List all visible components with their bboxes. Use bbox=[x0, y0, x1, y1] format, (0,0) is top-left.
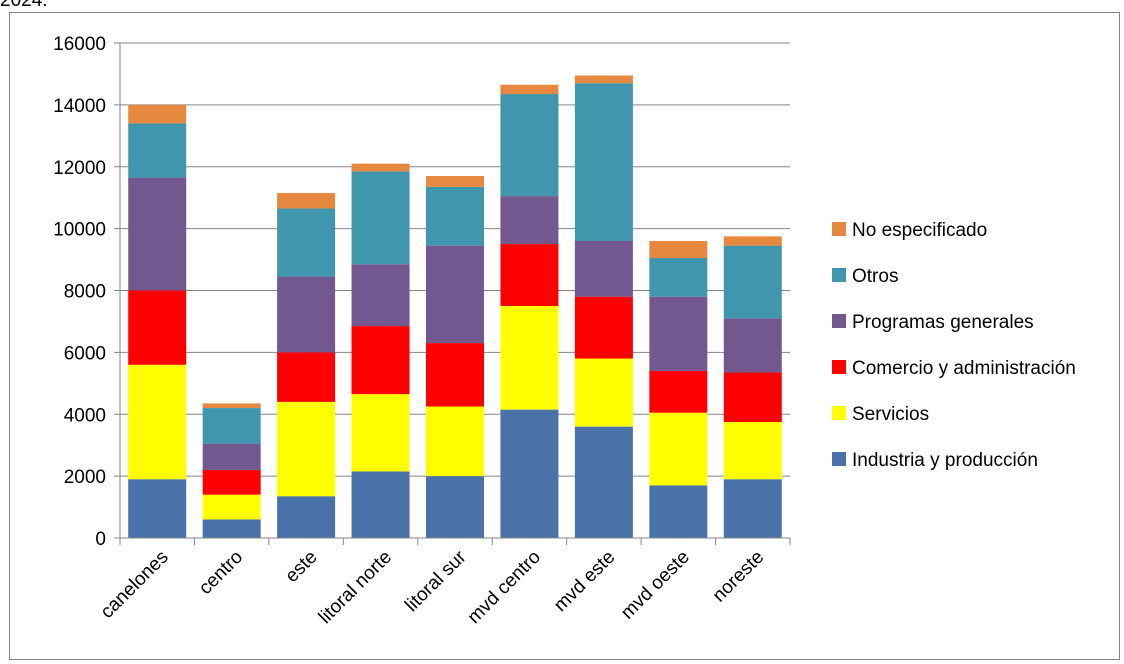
bar-mvd-oeste-comercio-y-administracion bbox=[649, 370, 708, 413]
legend-swatch bbox=[832, 268, 846, 282]
y-tick-label: 16000 bbox=[53, 34, 106, 55]
bar-centro-comercio-y-administracion bbox=[202, 469, 261, 495]
bar-litoral-sur-servicios bbox=[426, 406, 484, 477]
legend-item-otros: Otros bbox=[832, 266, 898, 287]
bar-mvd-este-industria-y-produccion bbox=[574, 426, 633, 538]
bar-mvd-este-no-especificado bbox=[574, 75, 633, 84]
bar-litoral-norte-programas-generales bbox=[351, 264, 410, 327]
bar-mvd-centro-comercio-y-administracion bbox=[500, 244, 559, 306]
y-tick-label: 12000 bbox=[53, 158, 106, 179]
y-tick-label: 0 bbox=[95, 529, 106, 550]
legend-swatch bbox=[832, 406, 846, 420]
x-tick-label: litoral sur bbox=[401, 546, 471, 616]
bar-litoral-sur-no-especificado bbox=[426, 176, 484, 187]
bar-centro-industria-y-produccion bbox=[202, 519, 261, 538]
bar-mvd-este-servicios bbox=[574, 358, 633, 427]
bar-centro-programas-generales bbox=[202, 443, 261, 470]
bar-canelones-industria-y-produccion bbox=[128, 479, 187, 538]
axes bbox=[114, 42, 791, 545]
bar-noreste-comercio-y-administracion bbox=[723, 372, 782, 422]
bar-mvd-oeste-servicios bbox=[649, 412, 708, 486]
bar-canelones-comercio-y-administracion bbox=[128, 290, 187, 365]
x-tick-label: centro bbox=[195, 547, 247, 599]
bar-litoral-norte-comercio-y-administracion bbox=[351, 326, 410, 395]
bar-mvd-centro-no-especificado bbox=[500, 84, 559, 95]
figure-caption: 2024. bbox=[0, 0, 48, 11]
legend-swatch bbox=[832, 452, 846, 466]
legend-label: Servicios bbox=[852, 404, 929, 425]
y-tick-label: 10000 bbox=[53, 220, 106, 241]
bar-canelones-servicios bbox=[128, 364, 187, 480]
bar-centro-servicios bbox=[202, 494, 261, 520]
bar-noreste-otros bbox=[723, 245, 782, 319]
y-tick-labels: 0 2000 4000 6000 8000 10000 12000 14000 16000 bbox=[53, 34, 106, 550]
x-tick-label: canelones bbox=[97, 547, 173, 623]
bar-este-servicios bbox=[277, 401, 336, 497]
legend-swatch bbox=[832, 222, 846, 236]
legend-label: Comercio y administración bbox=[852, 358, 1076, 379]
bar-litoral-sur-otros bbox=[426, 186, 484, 246]
bar-mvd-centro-otros bbox=[500, 94, 559, 197]
bar-este-industria-y-produccion bbox=[277, 496, 336, 538]
legend-label: Otros bbox=[852, 266, 898, 287]
bar-centro-no-especificado bbox=[202, 403, 261, 409]
bar-mvd-oeste-otros bbox=[649, 258, 708, 297]
y-tick-label: 4000 bbox=[64, 405, 106, 426]
bar-noreste-programas-generales bbox=[723, 318, 782, 373]
bar-mvd-centro-industria-y-produccion bbox=[500, 409, 559, 538]
bar-mvd-centro-servicios bbox=[500, 305, 559, 410]
bar-este-programas-generales bbox=[277, 276, 336, 353]
bar-noreste-no-especificado bbox=[723, 236, 782, 246]
bar-mvd-este-otros bbox=[574, 83, 633, 241]
bar-litoral-norte-industria-y-produccion bbox=[351, 471, 410, 538]
bar-este-comercio-y-administracion bbox=[277, 352, 336, 402]
y-tick-label: 14000 bbox=[53, 96, 106, 117]
bar-noreste-industria-y-produccion bbox=[723, 479, 782, 538]
bar-mvd-oeste-programas-generales bbox=[649, 296, 708, 371]
legend-label: Industria y producción bbox=[852, 450, 1038, 471]
legend-label: Programas generales bbox=[852, 312, 1034, 333]
x-tick-label: mvd este bbox=[550, 547, 619, 616]
legend: No especificado Otros Programas generales C… bbox=[832, 220, 1076, 471]
legend-item-comercio-y-administracion: Comercio y administración bbox=[832, 358, 1076, 379]
legend-swatch bbox=[832, 314, 846, 328]
bar-mvd-este-programas-generales bbox=[574, 241, 633, 297]
legend-item-servicios: Servicios bbox=[832, 404, 929, 425]
bar-canelones-otros bbox=[128, 123, 187, 178]
bar-noreste-servicios bbox=[723, 421, 782, 480]
x-tick-label: mvd centro bbox=[464, 547, 545, 628]
legend-item-programas-generales: Programas generales bbox=[832, 312, 1034, 333]
bar-canelones-programas-generales bbox=[128, 177, 187, 291]
legend-swatch bbox=[832, 360, 846, 374]
legend-item-no-especificado: No especificado bbox=[832, 220, 987, 241]
bar-centro-otros bbox=[202, 408, 261, 444]
bar-este-otros bbox=[277, 208, 336, 277]
x-tick-label: litoral norte bbox=[315, 547, 396, 628]
bar-litoral-sur-industria-y-produccion bbox=[426, 476, 484, 538]
legend-label: No especificado bbox=[852, 220, 987, 241]
y-tick-label: 8000 bbox=[64, 282, 106, 303]
bar-mvd-este-comercio-y-administracion bbox=[574, 296, 633, 359]
bar-litoral-sur-comercio-y-administracion bbox=[426, 343, 484, 407]
bar-mvd-oeste-no-especificado bbox=[649, 241, 708, 259]
x-tick-label: este bbox=[281, 547, 321, 587]
chart-frame bbox=[9, 12, 1120, 660]
bar-litoral-sur-programas-generales bbox=[426, 245, 484, 344]
legend-item-industria-y-produccion: Industria y producción bbox=[832, 450, 1038, 471]
x-tick-label: mvd oeste bbox=[617, 547, 694, 624]
y-tick-label: 2000 bbox=[64, 467, 106, 488]
bars bbox=[128, 75, 782, 538]
bar-litoral-norte-servicios bbox=[351, 394, 410, 472]
bar-mvd-centro-programas-generales bbox=[500, 196, 559, 245]
bar-canelones-no-especificado bbox=[128, 104, 187, 124]
bar-litoral-norte-otros bbox=[351, 171, 410, 265]
bar-mvd-oeste-industria-y-produccion bbox=[649, 485, 708, 538]
bar-este-no-especificado bbox=[277, 193, 336, 209]
bar-litoral-norte-no-especificado bbox=[351, 163, 410, 172]
y-tick-label: 6000 bbox=[64, 343, 106, 364]
x-tick-label: noreste bbox=[709, 547, 769, 607]
